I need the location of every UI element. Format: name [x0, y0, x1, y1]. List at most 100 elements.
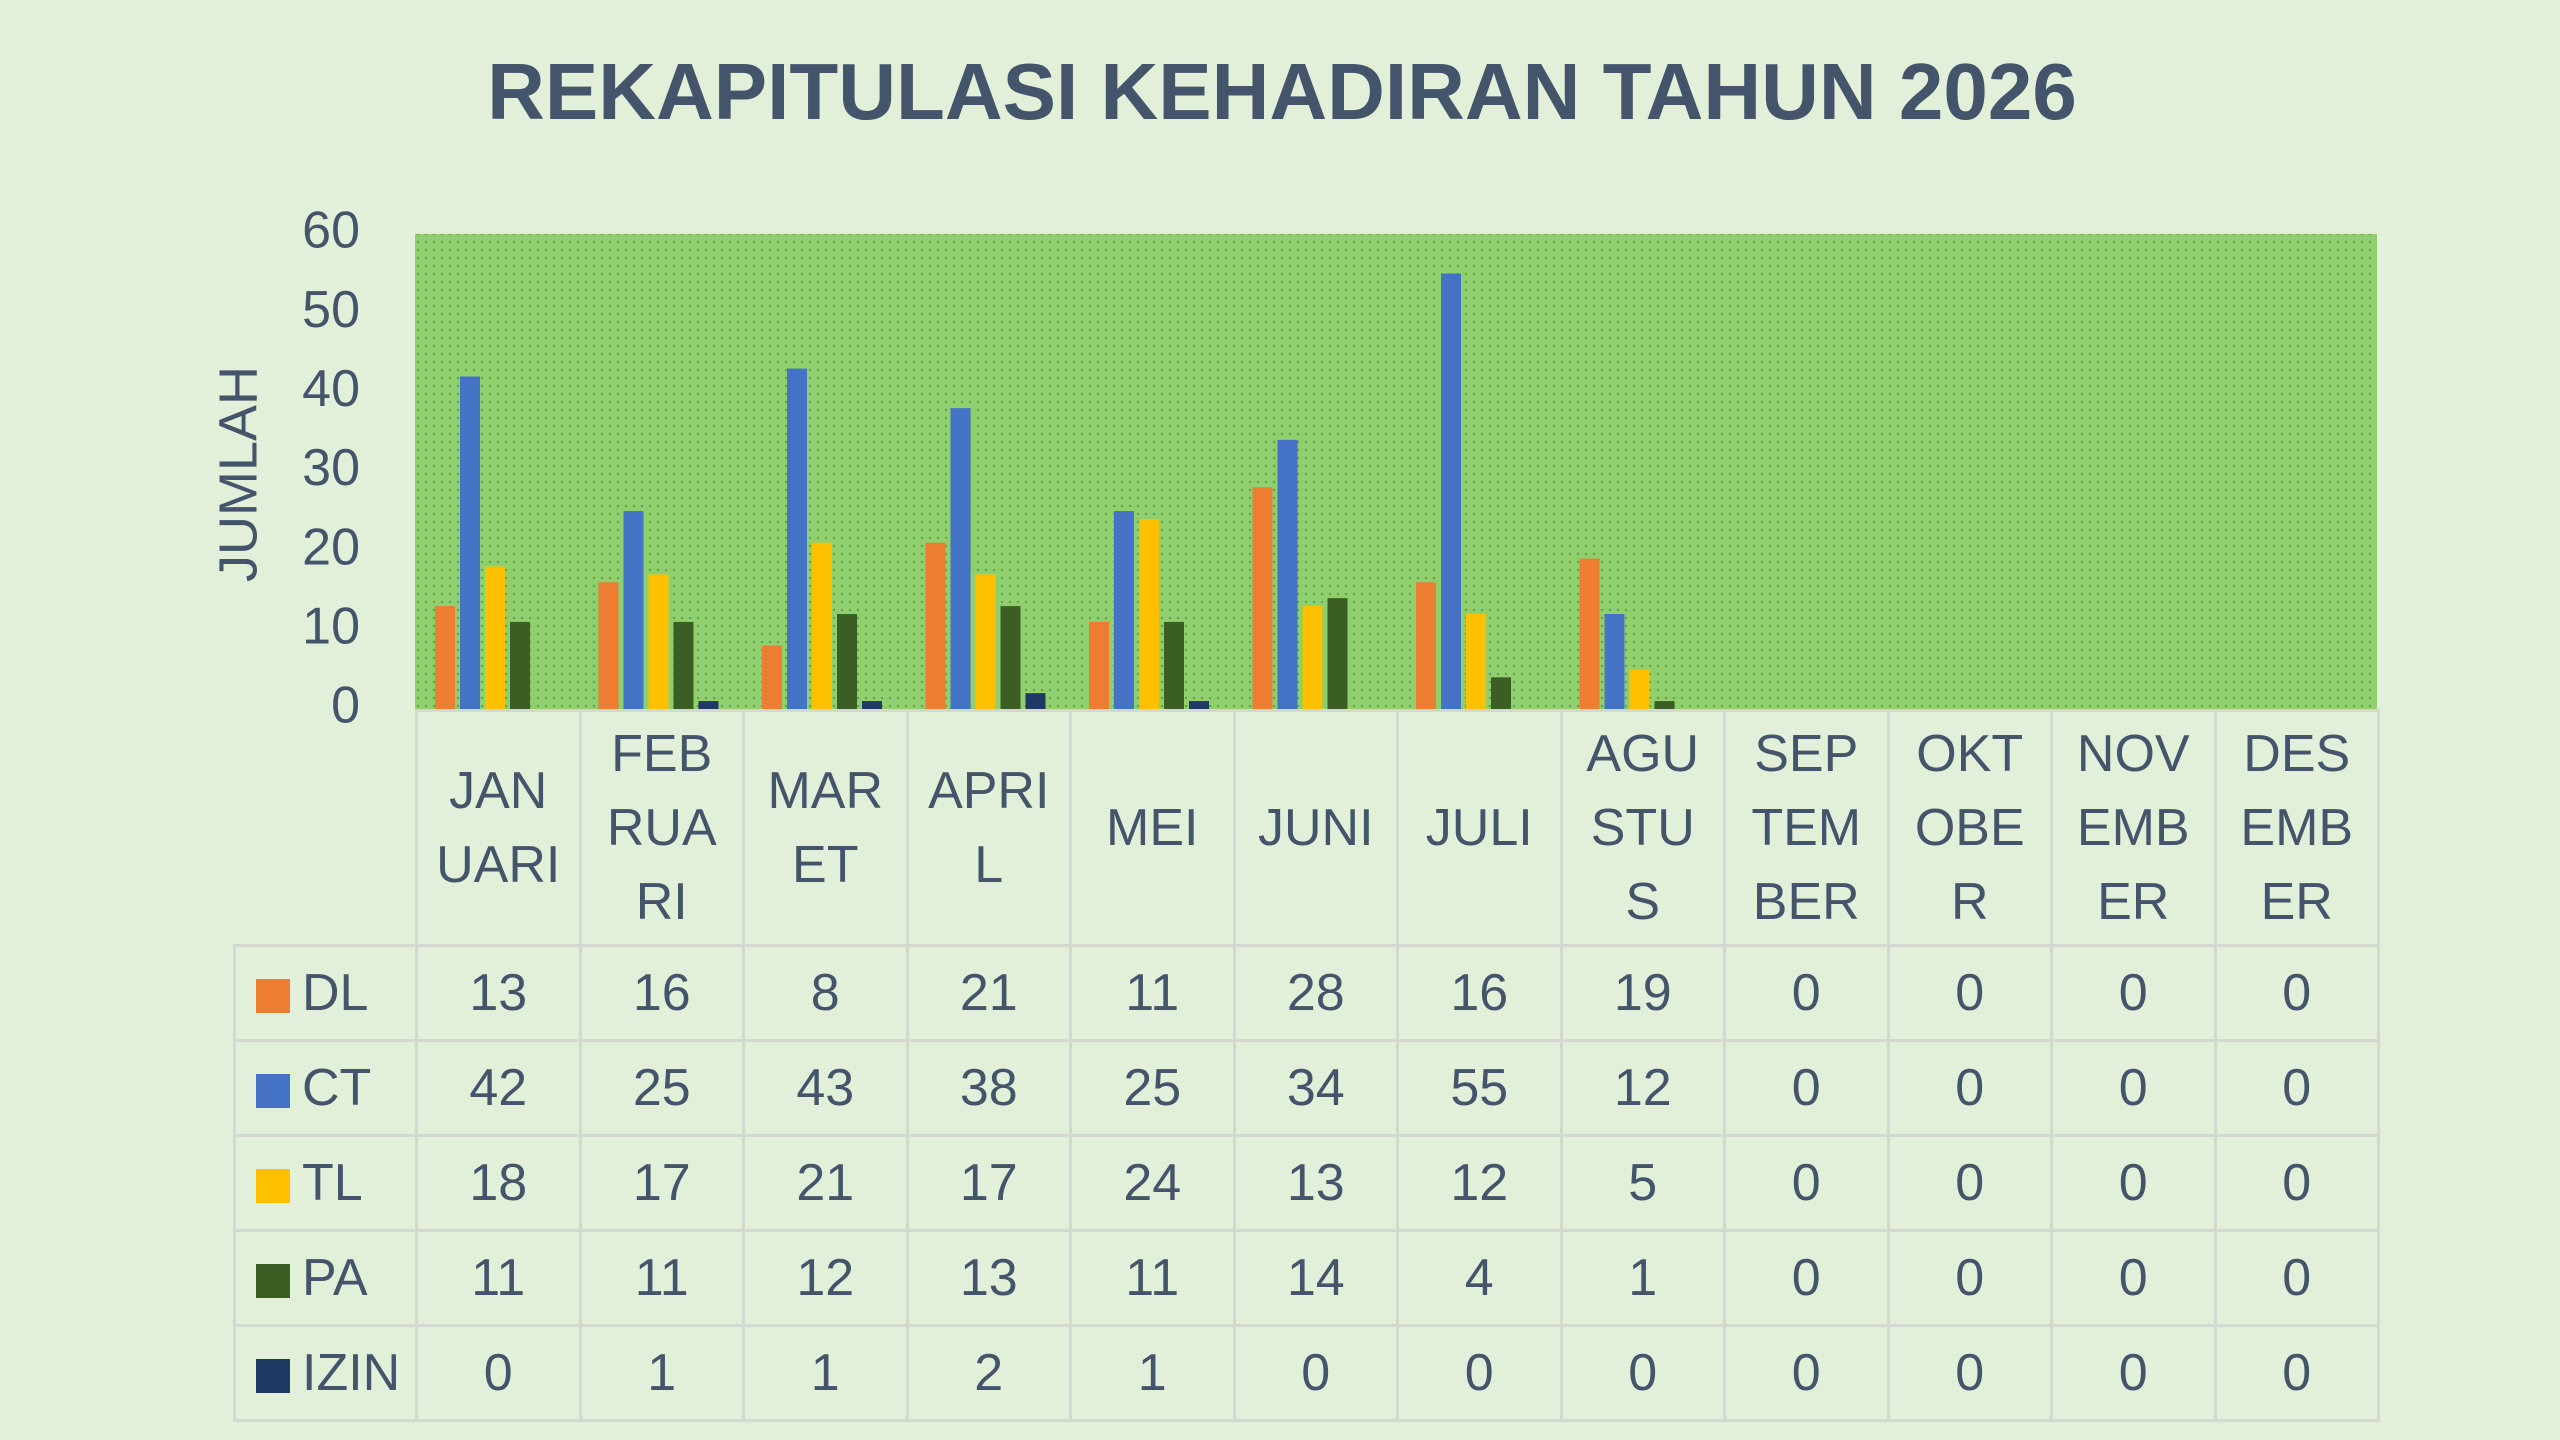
x-tick-label: JUNI: [1232, 709, 1399, 947]
table-value: 14: [1232, 1229, 1399, 1327]
bar: [1139, 519, 1159, 709]
legend-entry: PA: [233, 1229, 418, 1327]
legend-entry: IZIN: [233, 1324, 418, 1422]
bar: [787, 368, 807, 709]
bar: [975, 574, 996, 709]
table-value: 21: [742, 1134, 909, 1232]
legend-label: PA: [302, 1249, 368, 1307]
table-value: 28: [1232, 944, 1399, 1042]
legend-label: IZIN: [302, 1344, 401, 1402]
table-value: 0: [2050, 944, 2217, 1042]
bar: [435, 606, 455, 709]
bar: [1604, 614, 1625, 709]
bar: [698, 701, 719, 709]
data-table: JANUARI FEBRUARI MARET APRIL MEI JUNI JULI AGUS…: [233, 709, 2380, 1422]
table-value: 12: [742, 1229, 909, 1327]
legend-swatch: [256, 1169, 290, 1204]
table-value: 55: [1396, 1039, 1563, 1137]
table-value: 17: [578, 1134, 745, 1232]
series-row: DL 13 16 8 21 11 28 16 19 0 0 0 0: [233, 944, 2380, 1042]
table-value: 12: [1396, 1134, 1563, 1232]
table-value: 0: [415, 1324, 582, 1422]
table-value: 34: [1232, 1039, 1399, 1137]
y-tick-label: 20: [302, 518, 360, 576]
table-value: 0: [1886, 1134, 2053, 1232]
bar: [460, 376, 480, 709]
table-value: 0: [1886, 1324, 2053, 1422]
bar: [1491, 677, 1511, 709]
table-value: 0: [1723, 1039, 1890, 1137]
bar: [1277, 439, 1298, 709]
series-row: TL 18 17 21 17 24 13 12 5 0 0 0 0: [233, 1134, 2380, 1232]
table-value: 5: [1559, 1134, 1726, 1232]
bar: [1025, 693, 1046, 709]
table-value: 0: [1886, 944, 2053, 1042]
bar: [648, 574, 669, 709]
table-value: 0: [2213, 1229, 2380, 1327]
bar: [1654, 701, 1675, 709]
bar: [1089, 621, 1109, 709]
table-value: 11: [415, 1229, 582, 1327]
x-tick-label: NOVEMBER: [2050, 709, 2217, 947]
legend-entry: CT: [233, 1039, 418, 1137]
table-value: 0: [1723, 1229, 1890, 1327]
x-tick-label: MARET: [742, 709, 909, 947]
y-tick-label: 40: [302, 360, 360, 418]
bar: [598, 582, 619, 709]
table-value: 0: [2050, 1134, 2217, 1232]
table-value: 1: [1069, 1324, 1236, 1422]
legend-swatch: [256, 1359, 290, 1394]
table-value: 38: [905, 1039, 1072, 1137]
table-value: 19: [1559, 944, 1726, 1042]
x-tick-label: JANUARI: [415, 709, 582, 947]
plot-area: [415, 234, 2377, 709]
bar: [510, 621, 530, 709]
bar: [762, 645, 782, 709]
table-value: 0: [2213, 1324, 2380, 1422]
table-value: 12: [1559, 1039, 1726, 1137]
bar: [1302, 606, 1323, 709]
legend-swatch: [256, 1264, 290, 1299]
table-value: 1: [1559, 1229, 1726, 1327]
table-value: 11: [578, 1229, 745, 1327]
table-value: 0: [2213, 1134, 2380, 1232]
table-value: 24: [1069, 1134, 1236, 1232]
table-value: 18: [415, 1134, 582, 1232]
legend-entry: TL: [233, 1134, 418, 1232]
table-value: 43: [742, 1039, 909, 1137]
x-tick-label: APRIL: [905, 709, 1072, 947]
series-row: CT 42 25 43 38 25 34 55 12 0 0 0 0: [233, 1039, 2380, 1137]
table-value: 1: [578, 1324, 745, 1422]
table-value: 11: [1069, 944, 1236, 1042]
table-value: 8: [742, 944, 909, 1042]
bar: [837, 614, 857, 709]
bar: [623, 511, 644, 709]
corner: [234, 710, 418, 947]
table-value: 0: [2050, 1324, 2217, 1422]
table-value: 0: [1723, 1324, 1890, 1422]
bar: [1327, 598, 1348, 709]
table-value: 0: [2050, 1039, 2217, 1137]
y-tick-label: 30: [302, 439, 360, 497]
table-value: 0: [1723, 944, 1890, 1042]
chart-title: REKAPITULASI KEHADIRAN TAHUN 2026: [487, 47, 2077, 136]
table-value: 0: [1396, 1324, 1563, 1422]
table-value: 0: [2050, 1229, 2217, 1327]
table-value: 0: [1559, 1324, 1726, 1422]
x-tick-label: DESEMBER: [2213, 709, 2380, 947]
legend-swatch: [256, 1074, 290, 1109]
table-value: 16: [1396, 944, 1563, 1042]
table-value: 0: [2213, 1039, 2380, 1137]
bar: [1114, 511, 1134, 709]
table-value: 25: [1069, 1039, 1236, 1137]
bar: [1416, 582, 1436, 709]
table-value: 25: [578, 1039, 745, 1137]
table-value: 1: [742, 1324, 909, 1422]
bar: [812, 542, 832, 709]
table-value: 4: [1396, 1229, 1563, 1327]
bar: [1252, 487, 1273, 709]
header-row: JANUARI FEBRUARI MARET APRIL MEI JUNI JULI AGUS…: [234, 709, 2380, 947]
x-tick-label: AGUSTUS: [1559, 709, 1726, 947]
